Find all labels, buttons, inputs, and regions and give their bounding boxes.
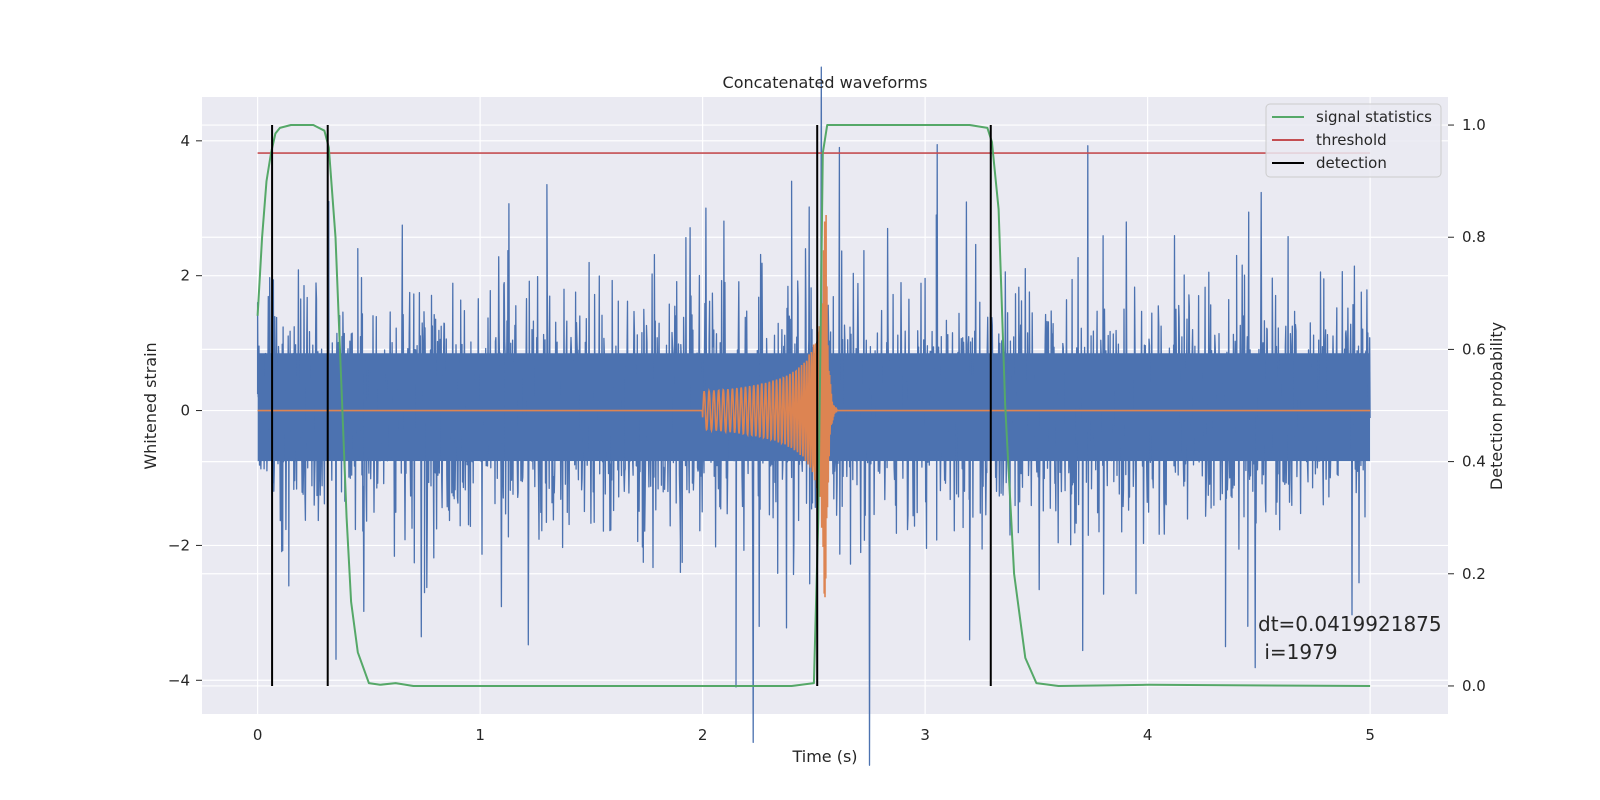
y-tick-label-left: −2 (168, 536, 190, 554)
x-axis-label: Time (s) (791, 747, 857, 766)
annotation-line-1: dt=0.0419921875 (1258, 612, 1442, 636)
legend-item-detection: detection (1272, 154, 1387, 172)
legend-label-threshold: threshold (1316, 131, 1387, 149)
annotation: dt=0.0419921875 i=1979 (1258, 612, 1442, 664)
axes-labels: 0 1 2 3 4 5 −4 −2 0 2 4 0.0 0.2 0.4 0.6 0.8 1.0 (168, 116, 1486, 744)
x-tick-label: 3 (920, 726, 930, 744)
y-tick-label-right: 0.2 (1462, 565, 1486, 583)
legend-item-threshold: threshold (1272, 131, 1387, 149)
y-tick-label-right: 0.6 (1462, 340, 1486, 358)
annotation-line-2: i=1979 (1258, 640, 1338, 664)
y-tick-label-left: −4 (168, 671, 190, 689)
x-tick-label: 1 (475, 726, 485, 744)
y-tick-label-left: 0 (180, 402, 190, 420)
legend-item-signal-statistics: signal statistics (1272, 108, 1432, 126)
y-tick-label-right: 0.4 (1462, 453, 1486, 471)
legend: signal statistics threshold detection (1265, 103, 1442, 178)
x-tick-label: 0 (253, 726, 263, 744)
legend-label-signal-statistics: signal statistics (1316, 108, 1432, 126)
legend-box (1265, 103, 1442, 178)
y-tick-label-right: 1.0 (1462, 116, 1486, 134)
y-tick-label-left: 2 (180, 267, 190, 285)
legend-label-detection: detection (1316, 154, 1387, 172)
x-tick-label: 2 (698, 726, 708, 744)
y-tick-label-right: 0.0 (1462, 677, 1486, 695)
y-tick-label-left: 4 (180, 132, 190, 150)
series-chirp (257, 214, 1371, 598)
y-tick-label-right: 0.8 (1462, 228, 1486, 246)
chart-title: Concatenated waveforms (723, 73, 928, 92)
y-axis-label-right: Detection probability (1487, 322, 1506, 490)
series-signal-statistics (256, 124, 1371, 687)
x-tick-label: 4 (1143, 726, 1153, 744)
series-layer (256, 66, 1371, 766)
x-tick-label: 5 (1365, 726, 1375, 744)
y-axis-label-left: Whitened strain (141, 342, 160, 469)
